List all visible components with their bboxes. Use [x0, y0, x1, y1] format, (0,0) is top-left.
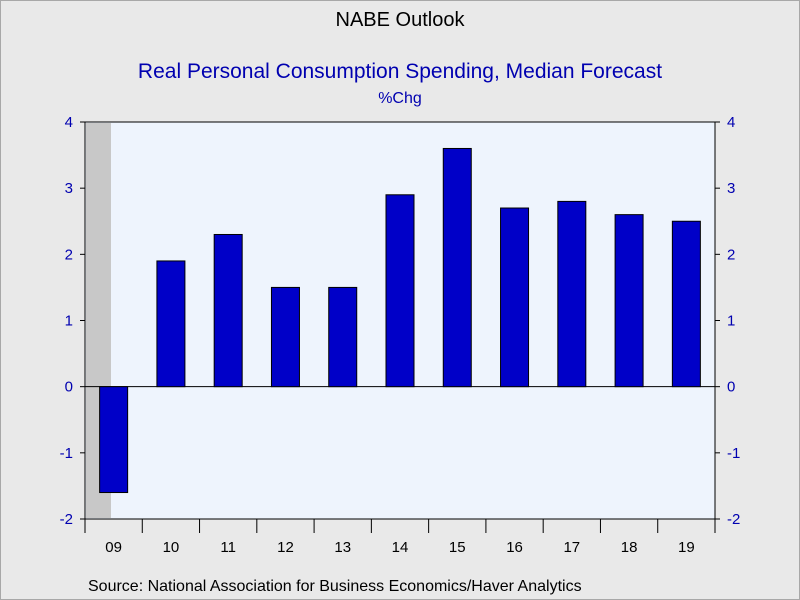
bar-11: [213, 233, 243, 388]
y-tick-label-right: 4: [727, 114, 735, 131]
bar-15: [442, 147, 472, 388]
y-tick-label-left: 3: [65, 180, 73, 197]
bar-09: [99, 386, 129, 494]
y-tick-label-right: 2: [727, 246, 735, 263]
source-note: Source: National Association for Busines…: [88, 578, 582, 595]
chart-subtitle: Real Personal Consumption Spending, Medi…: [137, 60, 663, 83]
bar-12: [270, 286, 300, 388]
y-tick-label-right: 0: [727, 379, 735, 396]
chart-title: NABE Outlook: [335, 9, 465, 31]
x-tick-label-18: 18: [621, 539, 638, 556]
y-tick-label-right: -1: [727, 445, 740, 462]
y-tick-label-left: 1: [65, 313, 73, 330]
x-tick-label-11: 11: [220, 539, 236, 556]
y-tick-label-left: 4: [65, 114, 73, 131]
bar-13: [328, 286, 358, 388]
bar-10: [156, 260, 186, 388]
y-tick-label-left: 2: [65, 246, 73, 263]
bar-16: [500, 207, 530, 388]
x-tick-label-16: 16: [506, 539, 523, 556]
x-tick-label-12: 12: [277, 539, 294, 556]
x-tick-label-14: 14: [392, 539, 409, 556]
bar-14: [385, 194, 415, 388]
unit-label: %Chg: [378, 90, 422, 107]
x-tick-label-17: 17: [563, 539, 580, 556]
x-tick-label-15: 15: [449, 539, 466, 556]
y-tick-label-left: -1: [60, 445, 73, 462]
y-tick-label-right: -2: [727, 511, 740, 528]
x-tick-label-09: 09: [105, 539, 122, 556]
bar-18: [614, 214, 644, 388]
bar-19: [671, 220, 701, 388]
y-tick-label-right: 3: [727, 180, 735, 197]
x-tick-label-13: 13: [334, 539, 351, 556]
x-tick-label-19: 19: [678, 539, 695, 556]
y-tick-label-left: -2: [60, 511, 73, 528]
x-tick-label-10: 10: [163, 539, 180, 556]
bar-17: [557, 200, 587, 388]
y-tick-label-right: 1: [727, 313, 735, 330]
y-tick-label-left: 0: [65, 379, 73, 396]
